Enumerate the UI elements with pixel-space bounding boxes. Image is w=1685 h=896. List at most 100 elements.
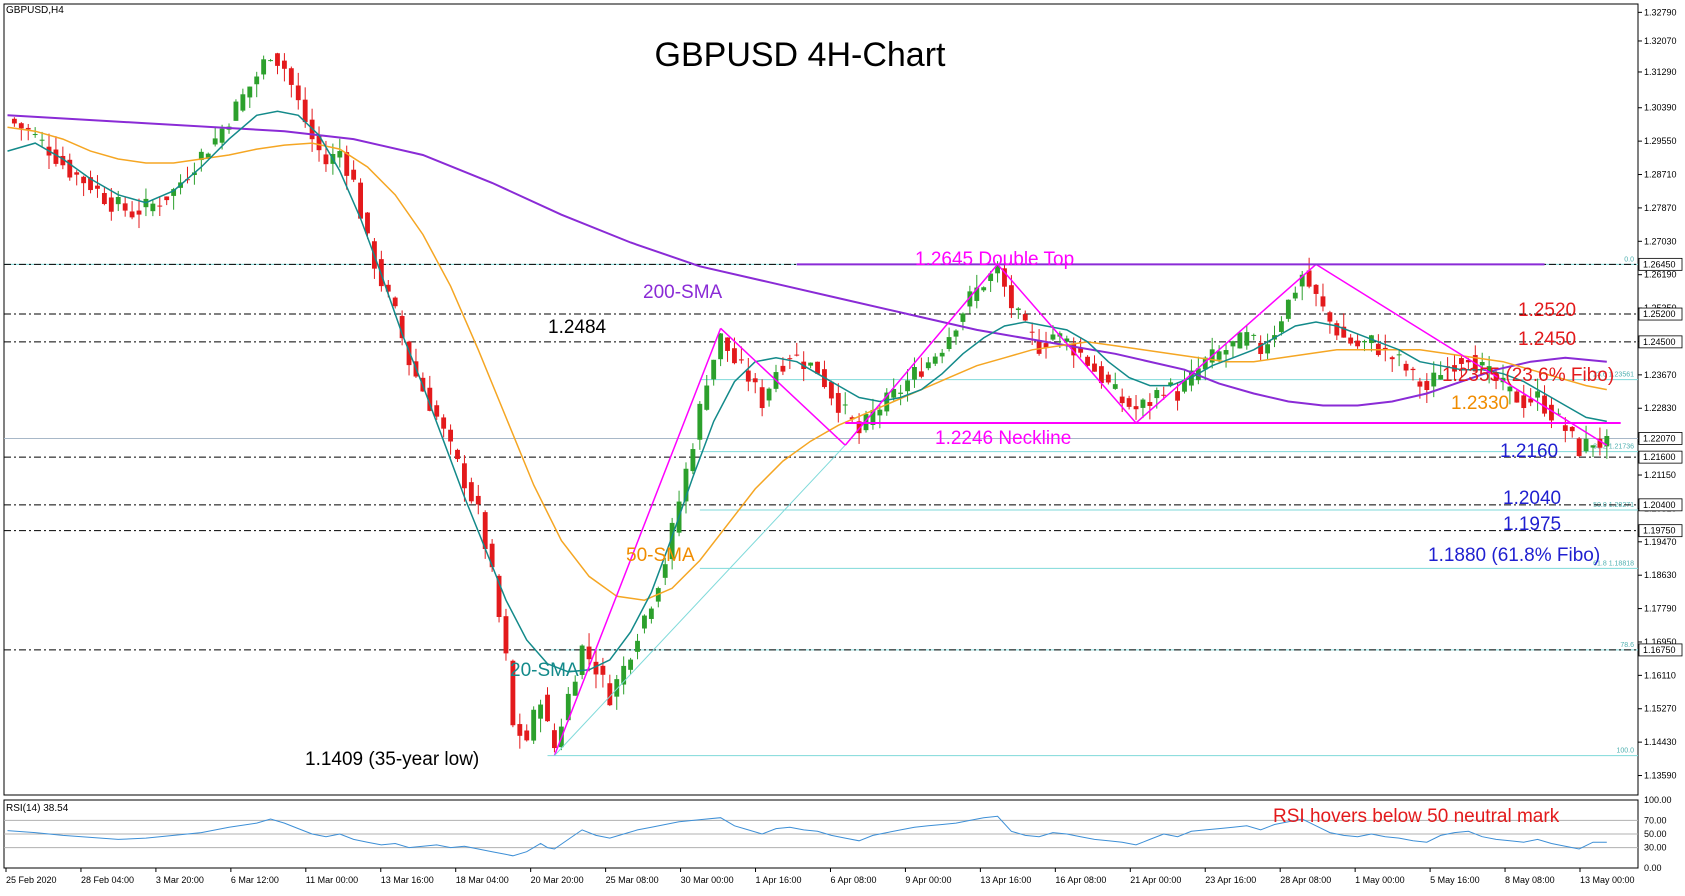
fibo-level-label: 78.6 <box>1620 642 1634 649</box>
price-tag-box <box>1638 257 1683 271</box>
candle-bear <box>462 463 467 489</box>
candle-bear <box>849 417 855 420</box>
x-tick-label: 16 Apr 08:00 <box>1055 875 1106 885</box>
fibo-level-label: 61.8 1.18818 <box>1593 560 1634 567</box>
x-tick-label: 13 Apr 16:00 <box>980 875 1031 885</box>
annot-high-2484: 1.2484 <box>548 317 607 338</box>
sma200-line <box>7 114 1607 407</box>
candle-bull <box>1216 351 1222 360</box>
candle-bull <box>1112 384 1118 389</box>
candle-bull <box>254 76 260 85</box>
candle-bull <box>1292 292 1298 299</box>
candle-bear <box>752 378 758 383</box>
candle-bear <box>122 203 128 211</box>
candle-bull <box>905 380 910 392</box>
candle-bull <box>988 273 994 282</box>
candle-bear <box>1549 404 1554 421</box>
candle-bear <box>475 495 481 505</box>
candle-bull <box>621 665 627 685</box>
candle-bull <box>171 189 177 196</box>
candle-bear <box>759 387 765 409</box>
candle-bull <box>981 287 987 291</box>
candle-bull <box>1251 334 1257 336</box>
y-tick-label: 1.15270 <box>1644 704 1677 714</box>
candle-bear <box>288 68 294 85</box>
candle-bear <box>1424 381 1430 391</box>
candle-bear <box>441 417 447 429</box>
candle-bear <box>503 616 509 654</box>
annot-r4: 1.2330 <box>1451 393 1509 414</box>
y-tick-label: 1.16110 <box>1644 670 1676 680</box>
candle-bull <box>1590 445 1596 448</box>
candle-bear <box>399 316 405 339</box>
annot-double-top: 1.2645 Double Top <box>915 249 1074 270</box>
y-tick-label: 1.32070 <box>1644 36 1677 46</box>
x-tick-label: 11 Mar 00:00 <box>306 875 358 885</box>
candle-bear <box>1597 438 1603 448</box>
candle-bear <box>1389 357 1395 360</box>
candle-bull <box>538 704 544 719</box>
y-tick-label: 1.13590 <box>1644 771 1677 781</box>
x-tick-label: 3 Mar 20:00 <box>156 875 204 885</box>
candle-bull <box>1555 413 1561 415</box>
candle-bear <box>1008 285 1014 309</box>
candle-bull <box>1064 338 1070 342</box>
candle-bull <box>565 693 571 721</box>
candle-bear <box>95 185 100 189</box>
y-tick-label: 1.18630 <box>1644 570 1677 580</box>
candle-bull <box>1396 354 1402 356</box>
candle-bear <box>129 211 135 218</box>
candle-bear <box>164 196 170 201</box>
price-tag-label: 1.22070 <box>1643 433 1676 443</box>
candle-bull <box>766 388 772 401</box>
x-tick-label: 18 Mar 04:00 <box>456 875 509 885</box>
x-tick-label: 20 Mar 20:00 <box>531 875 584 885</box>
candle-bear <box>427 387 433 411</box>
candle-bull <box>1279 321 1284 332</box>
candle-bear <box>344 152 350 176</box>
candle-bear <box>856 421 862 434</box>
candle-bear <box>482 512 488 550</box>
candle-bull <box>697 403 703 440</box>
candle-bear <box>607 683 613 706</box>
candle-bear <box>1078 347 1084 353</box>
candle-bull <box>1140 399 1146 408</box>
candle-bear <box>1382 347 1388 350</box>
candle-bull <box>233 101 239 121</box>
candle-bear <box>108 197 114 212</box>
candle-bull <box>870 409 876 425</box>
candle-bull <box>240 94 246 111</box>
candle-bear <box>468 482 474 502</box>
candle-bull <box>219 128 225 143</box>
y-tick-label: 1.17790 <box>1644 604 1677 614</box>
candle-bull <box>1438 375 1444 380</box>
candle-bear <box>1085 356 1090 366</box>
pattern-line <box>1315 263 1608 446</box>
candle-bull <box>614 679 620 697</box>
price-tag-box <box>1638 643 1683 657</box>
candle-bull <box>268 60 273 62</box>
x-tick-label: 13 May 00:00 <box>1580 875 1635 885</box>
candle-bull <box>932 356 938 364</box>
candle-bear <box>1320 296 1326 307</box>
candle-bear <box>1465 359 1471 363</box>
y-tick-label: 1.31290 <box>1644 67 1677 77</box>
rsi-y-tick-label: 50.00 <box>1644 829 1667 839</box>
candle-bear <box>745 370 751 382</box>
y-tick-label: 1.28710 <box>1644 170 1677 180</box>
pattern-line <box>720 327 846 446</box>
candle-bear <box>1562 425 1568 431</box>
candle-bull <box>662 564 668 578</box>
x-tick-label: 6 Apr 08:00 <box>830 875 876 885</box>
candle-bull <box>1223 350 1229 355</box>
candle-bull <box>1168 382 1174 386</box>
candle-bear <box>1258 342 1264 354</box>
candle-bull <box>32 134 38 136</box>
candle-bear <box>545 694 550 722</box>
price-tag-box <box>1638 524 1683 538</box>
price-tag-box <box>1638 432 1683 445</box>
price-tag-label: 1.20400 <box>1643 500 1676 510</box>
candle-bull <box>1202 357 1208 370</box>
x-tick-label: 8 May 08:00 <box>1505 875 1555 885</box>
